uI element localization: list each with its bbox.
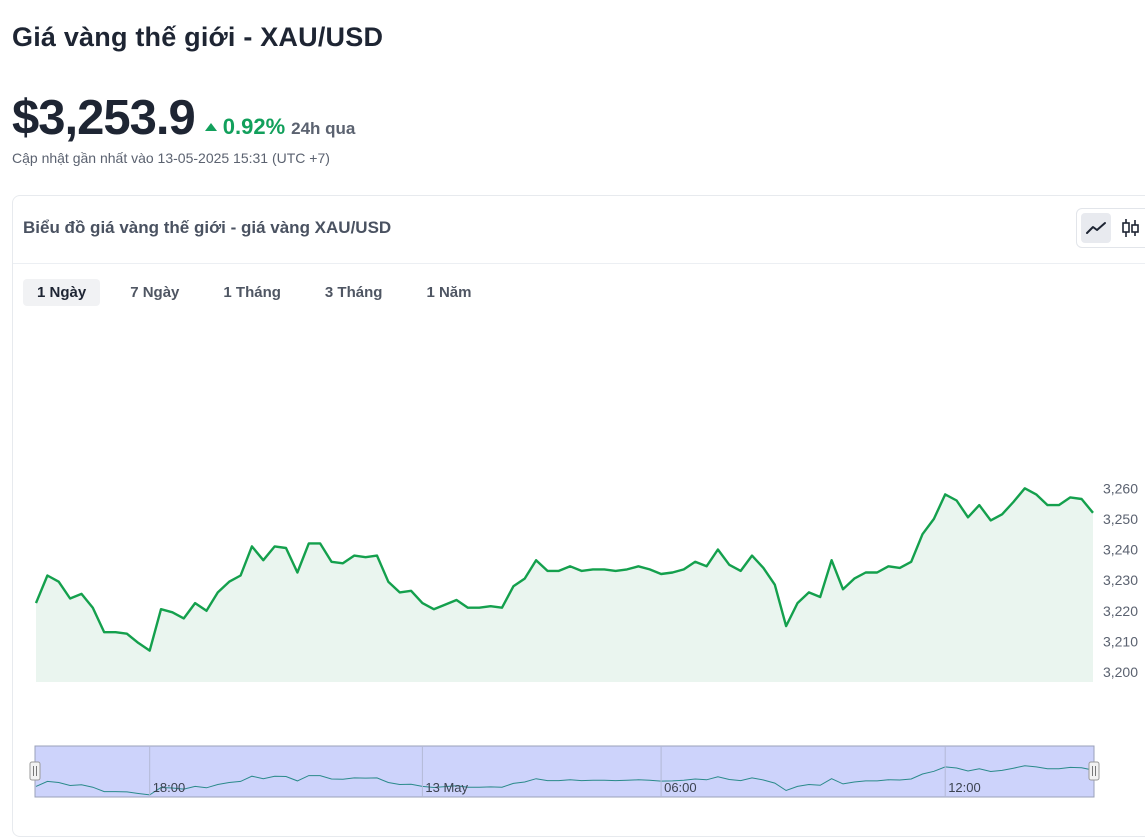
y-tick-label: 3,250: [1103, 511, 1138, 527]
range-navigator: 18:00 13 May 06:00 12:00: [30, 746, 1099, 797]
navigator-label: 13 May: [425, 780, 468, 795]
y-axis: 3,200 3,210 3,220 3,230 3,240 3,250 3,260: [1103, 480, 1138, 680]
y-tick-label: 3,220: [1103, 603, 1138, 619]
y-tick-label: 3,210: [1103, 633, 1138, 649]
y-tick-label: 3,240: [1103, 542, 1138, 558]
navigator-handle[interactable]: [30, 762, 40, 780]
navigator-label: 12:00: [948, 780, 981, 795]
y-tick-label: 3,230: [1103, 572, 1138, 588]
navigator-window[interactable]: [35, 746, 1094, 797]
y-tick-label: 3,260: [1103, 480, 1138, 496]
y-tick-label: 3,200: [1103, 664, 1138, 680]
navigator-label: 06:00: [664, 780, 697, 795]
main-plot: [36, 488, 1093, 682]
navigator-label: 18:00: [153, 780, 186, 795]
price-chart: 3,200 3,210 3,220 3,230 3,240 3,250 3,260 18:0…: [0, 0, 1145, 806]
navigator-handle[interactable]: [1089, 762, 1099, 780]
